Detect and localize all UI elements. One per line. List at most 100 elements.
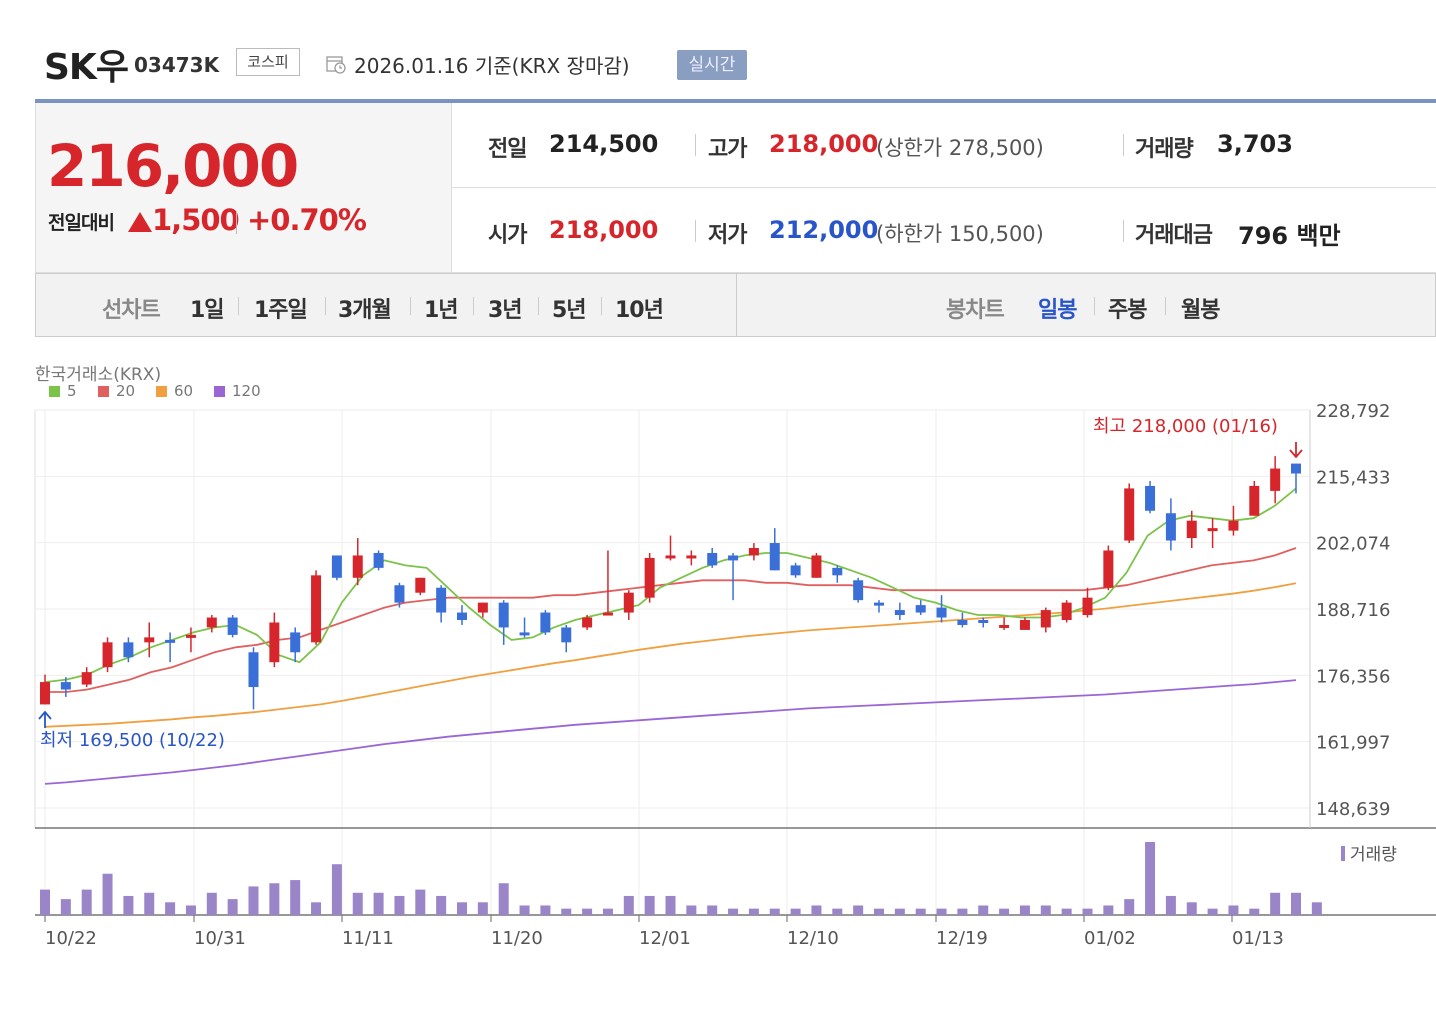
candle-body [769,543,780,571]
tab-10y[interactable]: 10년 [615,298,664,323]
divider [1094,297,1095,315]
volume-bar [540,905,551,915]
candle-body [665,555,676,559]
volume-bar [936,908,947,915]
open-value: 218,000 [549,216,659,244]
volume-bar [436,895,447,915]
volume-bar [769,908,780,915]
volume-bar [1249,908,1260,915]
legend-swatch-ma20 [98,386,109,397]
max-price-label: 최고 218,000 (01/16) [1093,416,1278,437]
candle-body [1228,520,1239,531]
tab-weekly[interactable]: 주봉 [1108,298,1147,323]
realtime-button[interactable]: 실시간 [677,50,747,80]
tab-3y[interactable]: 3년 [488,298,523,323]
x-tick-label: 12/19 [936,928,988,949]
candle-body [185,634,196,638]
up-triangle-icon [128,212,152,232]
candle-body [311,575,322,643]
tab-5y[interactable]: 5년 [552,298,587,323]
candle-body [853,580,864,601]
tab-3m[interactable]: 3개월 [338,298,392,323]
candle-body [40,682,50,705]
open-label: 시가 [488,223,527,248]
volume-bar [457,902,467,915]
volume-bar [1270,892,1281,915]
ma-line-ma60 [44,582,1297,728]
divider [1123,134,1124,156]
line-chart-label: 선차트 [102,298,161,323]
candle-body [623,592,634,613]
volume-bar [415,889,426,915]
volume-bar [165,902,176,915]
x-tick-label: 01/02 [1084,928,1136,949]
prev-label: 전일 [488,137,527,162]
volume-bar [1103,905,1114,915]
stock-code: 03473K [134,53,220,77]
volume-bar [1311,902,1322,915]
volume-bar [790,908,801,915]
volume-bar [1186,902,1197,915]
candle-body [1061,602,1072,621]
volume-bar [102,873,113,915]
volume-bar [686,905,697,915]
x-tick-label: 10/22 [45,928,97,949]
volume-value: 3,703 [1217,130,1293,158]
candle-body [832,567,843,576]
volume-bar [81,889,92,915]
candle-body [540,612,551,633]
market-badge: 코스피 [236,48,300,76]
volume-bar [957,908,968,915]
volume-bar [248,886,259,915]
volume-bar [373,892,384,915]
volume-bar [602,908,613,915]
candle-body [1270,468,1281,491]
candle-body [352,555,363,578]
volume-bar [477,902,488,915]
volume-bar [561,908,572,915]
candle-body [582,617,593,628]
tab-1y[interactable]: 1년 [424,298,459,323]
candle-body [290,632,301,653]
candle-body [457,612,467,621]
volume-bar [832,908,843,915]
legend-swatch-ma60 [156,386,167,397]
volume-bar [999,908,1010,915]
x-tick-label: 12/10 [787,928,839,949]
volume-bar [394,895,405,915]
chart-tab-bar [35,273,1436,337]
candle-body [894,610,905,616]
candle-body [811,555,822,578]
candle-body [748,548,759,556]
divider [1123,220,1124,242]
candle-body [915,605,926,613]
volume-bar [853,905,864,915]
tab-1d[interactable]: 1일 [190,298,225,323]
stock-name: SK우 [44,47,129,88]
volume-bar [978,905,989,915]
candle-body [644,557,655,598]
candle-body [1019,620,1030,630]
x-tick-label: 11/11 [342,928,394,949]
stats-row-1 [452,103,1436,188]
candle-body [1103,550,1114,588]
candle-body [874,602,884,606]
volume-bar [331,864,342,915]
volume-bar [519,905,530,915]
volume-bar [874,908,884,915]
ma-line-ma120 [44,679,1297,785]
divider [325,297,326,315]
candle-body [102,642,113,668]
candle-body [331,555,342,578]
tab-1w[interactable]: 1주일 [254,298,308,323]
change-label: 전일대비 [48,212,115,234]
tab-monthly[interactable]: 월봉 [1181,298,1220,323]
tab-daily[interactable]: 일봉 [1038,298,1077,323]
divider [695,134,696,156]
min-price-label: 최저 169,500 (10/22) [40,730,225,751]
volume-bar [144,892,155,915]
calendar-icon [326,56,346,74]
candle-body [81,672,92,685]
legend-ma120: 120 [232,382,261,400]
